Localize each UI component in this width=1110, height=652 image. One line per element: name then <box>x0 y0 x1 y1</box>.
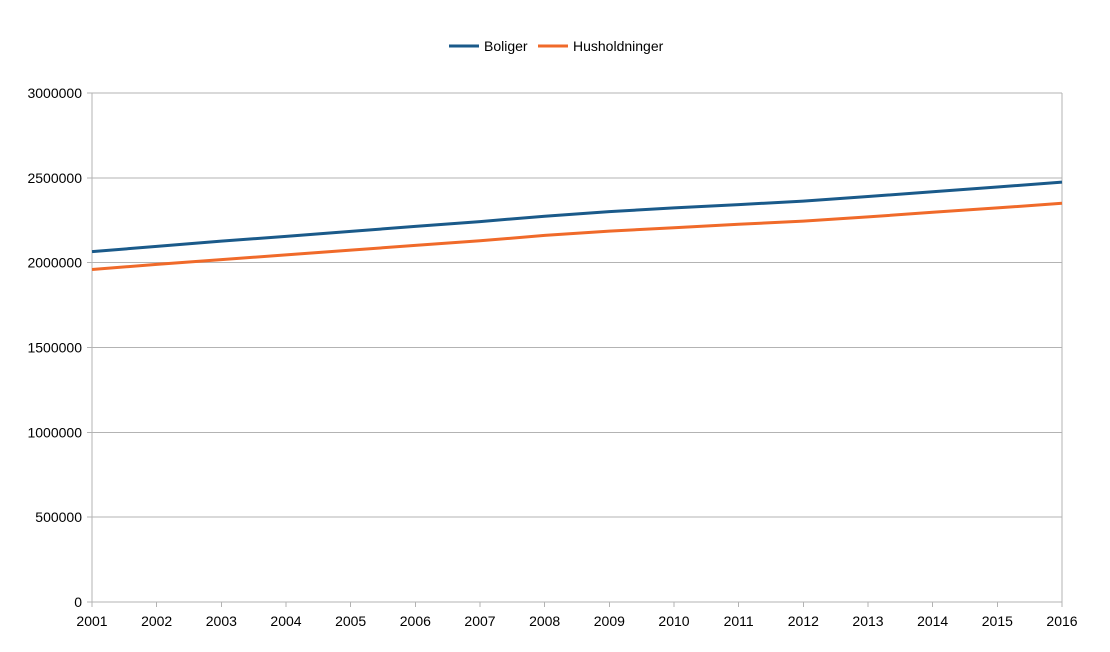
legend-label-husholdninger: Husholdninger <box>573 38 664 54</box>
series-line-boliger <box>91 180 1063 254</box>
x-tick-label: 2010 <box>658 613 689 629</box>
x-tick-label: 2008 <box>529 613 560 629</box>
x-tick-label: 2013 <box>852 613 883 629</box>
x-tick-label: 2006 <box>400 613 431 629</box>
x-axis-ticks: 2001 2002 2003 2004 2005 2006 2007 2008 2009 2010… <box>76 613 1077 629</box>
x-tick-label: 2015 <box>982 613 1013 629</box>
y-tick-label: 3000000 <box>27 85 82 101</box>
y-tick-label: 2500000 <box>27 170 82 186</box>
x-tick-label: 2012 <box>788 613 819 629</box>
y-axis-ticks: 0 500000 1000000 1500000 2000000 2500000 30000… <box>27 85 82 610</box>
series-lines <box>91 180 1063 271</box>
x-tick-label: 2001 <box>76 613 107 629</box>
y-tick-label: 1500000 <box>27 340 82 356</box>
x-tick-label: 2009 <box>594 613 625 629</box>
x-tick-label: 2003 <box>206 613 237 629</box>
x-tick-label: 2005 <box>335 613 366 629</box>
x-tick-label: 2011 <box>724 613 754 629</box>
x-tick-label: 2016 <box>1046 613 1077 629</box>
x-tick-label: 2004 <box>270 613 301 629</box>
y-tick-label: 500000 <box>35 509 82 525</box>
y-tick-label: 1000000 <box>27 424 82 440</box>
legend: Boliger Husholdninger <box>449 38 664 54</box>
y-tick-label: 2000000 <box>27 255 82 271</box>
series-line-husholdninger <box>91 201 1063 271</box>
x-tick-label: 2002 <box>141 613 172 629</box>
x-tick-label: 2014 <box>917 613 948 629</box>
y-tick-label: 0 <box>74 594 82 610</box>
gridlines <box>87 92 1063 607</box>
legend-label-boliger: Boliger <box>484 38 528 54</box>
x-tick-label: 2007 <box>464 613 495 629</box>
